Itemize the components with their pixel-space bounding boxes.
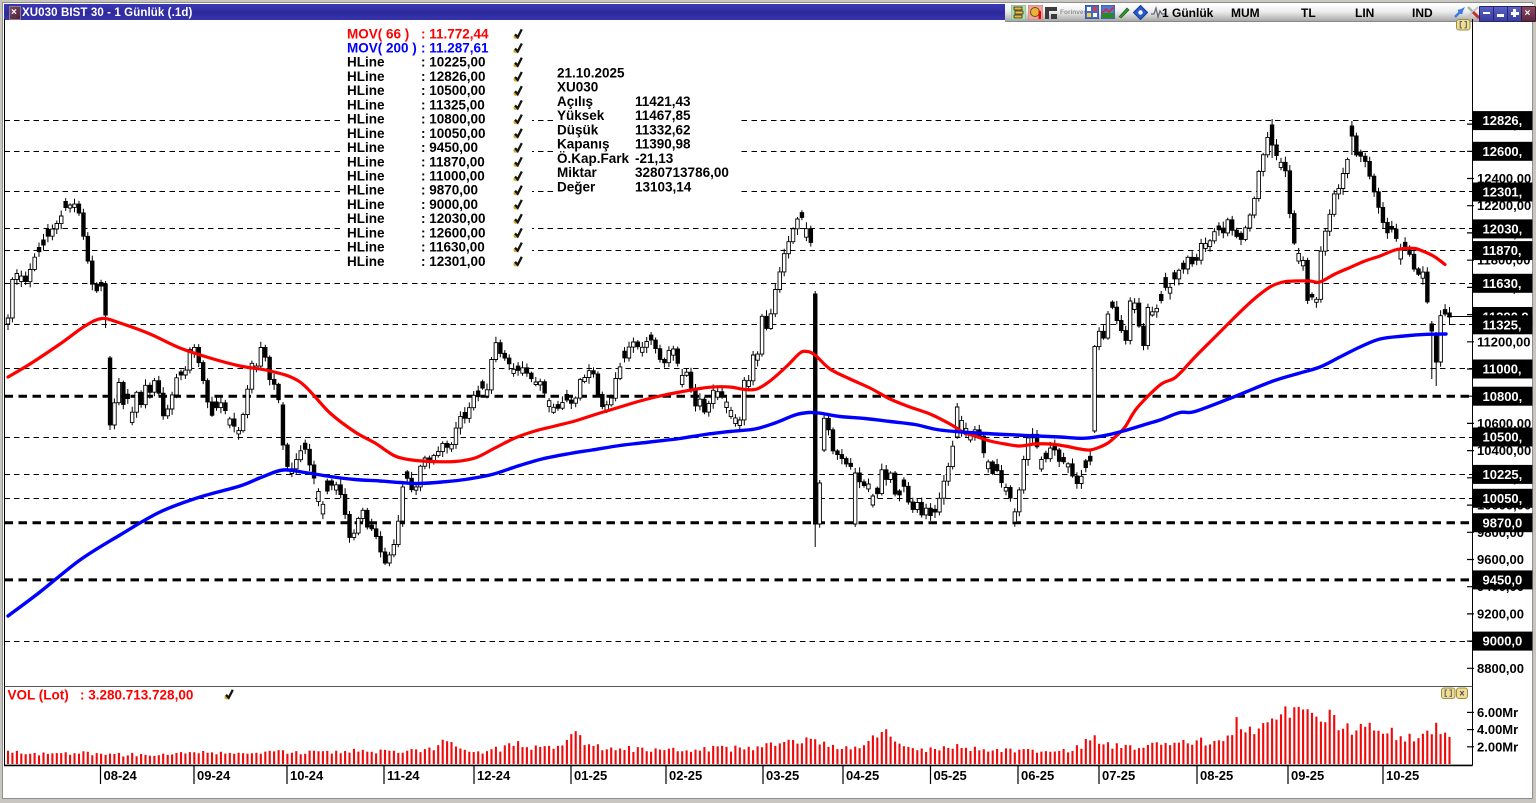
svg-text:11000,: 11000, [1483, 362, 1522, 377]
svg-text:12200,00: 12200,00 [1477, 198, 1531, 213]
svg-text:07-25: 07-25 [1102, 768, 1135, 783]
svg-text:HLine: HLine [347, 140, 385, 155]
svg-text:: 12826,00: : 12826,00 [421, 69, 486, 84]
svg-text:: 11.772,44: : 11.772,44 [421, 26, 489, 41]
svg-text:: 10500,00: : 10500,00 [421, 83, 486, 98]
svg-text:Yüksek: Yüksek [557, 108, 605, 123]
svg-text:: 11000,00: : 11000,00 [421, 169, 485, 184]
svg-text:MOV( 200 ): MOV( 200 ) [347, 41, 417, 56]
svg-text:-21,13: -21,13 [635, 151, 674, 166]
svg-text:Açılış: Açılış [557, 94, 593, 109]
svg-text:: 9450,00: : 9450,00 [421, 140, 478, 155]
svg-text:: 12301,00: : 12301,00 [421, 254, 486, 269]
svg-text:10500,: 10500, [1483, 430, 1523, 445]
svg-text:09-24: 09-24 [197, 768, 231, 783]
svg-text:: 12030,00: : 12030,00 [421, 211, 486, 226]
svg-text:HLine: HLine [347, 240, 385, 255]
svg-text:MOV( 66 ): MOV( 66 ) [347, 26, 409, 41]
svg-text:HLine: HLine [347, 211, 385, 226]
svg-text:: 10050,00: : 10050,00 [421, 126, 486, 141]
svg-text:: 11325,00: : 11325,00 [421, 97, 485, 112]
svg-text:9600,00: 9600,00 [1477, 552, 1524, 567]
svg-text:HLine: HLine [347, 112, 385, 127]
svg-text:09-25: 09-25 [1291, 768, 1324, 783]
svg-text:HLine: HLine [347, 154, 385, 169]
svg-text:HLine: HLine [347, 169, 385, 184]
svg-text:: 11.287,61: : 11.287,61 [421, 41, 489, 56]
svg-text:: 12600,00: : 12600,00 [421, 225, 486, 240]
svg-text:: 11870,00: : 11870,00 [421, 154, 485, 169]
svg-text:Ö.Kap.Fark: Ö.Kap.Fark [557, 151, 630, 166]
svg-text:03-25: 03-25 [766, 768, 799, 783]
svg-text:Kapanış: Kapanış [557, 137, 610, 152]
svg-text:Düşük: Düşük [557, 122, 599, 137]
svg-text:11332,62: 11332,62 [635, 122, 691, 137]
svg-text:HLine: HLine [347, 225, 385, 240]
svg-text:08-24: 08-24 [104, 768, 138, 783]
svg-text:08-25: 08-25 [1200, 768, 1233, 783]
svg-text:9450,0: 9450,0 [1483, 573, 1523, 588]
svg-text:05-25: 05-25 [934, 768, 967, 783]
svg-text:3280713786,00: 3280713786,00 [635, 165, 729, 180]
svg-text:HLine: HLine [347, 197, 385, 212]
svg-text:11467,85: 11467,85 [635, 108, 691, 123]
svg-text:01-25: 01-25 [574, 768, 607, 783]
svg-text:HLine: HLine [347, 126, 385, 141]
svg-text:6.00Mr: 6.00Mr [1477, 705, 1518, 720]
svg-text:2.00Mr: 2.00Mr [1477, 739, 1518, 754]
svg-text:11630,: 11630, [1483, 276, 1522, 291]
svg-text:21.10.2025: 21.10.2025 [557, 66, 625, 81]
svg-text:11325,: 11325, [1483, 317, 1522, 332]
svg-text:04-25: 04-25 [846, 768, 879, 783]
svg-text:VOL (Lot) : 3.280.713.728,00: VOL (Lot) : 3.280.713.728,00 [8, 688, 194, 703]
svg-text:9870,0: 9870,0 [1483, 515, 1523, 530]
svg-text:9200,00: 9200,00 [1477, 606, 1524, 621]
svg-text:11-24: 11-24 [387, 768, 420, 783]
svg-text:HLine: HLine [347, 55, 385, 70]
svg-text:HLine: HLine [347, 83, 385, 98]
svg-text:: 10225,00: : 10225,00 [421, 55, 486, 70]
svg-text:10-25: 10-25 [1386, 768, 1419, 783]
svg-text:13103,14: 13103,14 [635, 179, 692, 194]
svg-text:: 9000,00: : 9000,00 [421, 197, 478, 212]
svg-text:12-24: 12-24 [477, 768, 511, 783]
svg-text:HLine: HLine [347, 69, 385, 84]
svg-text:Miktar: Miktar [557, 165, 598, 180]
svg-text:10800,: 10800, [1483, 389, 1523, 404]
svg-text:10400,00: 10400,00 [1477, 443, 1531, 458]
svg-text:06-25: 06-25 [1021, 768, 1054, 783]
svg-text:11870,: 11870, [1483, 243, 1522, 258]
svg-text:XU030: XU030 [557, 80, 598, 95]
svg-text:12600,: 12600, [1483, 144, 1523, 159]
svg-text:Değer: Değer [557, 179, 596, 194]
svg-text:10225,: 10225, [1483, 467, 1523, 482]
svg-text:: 9870,00: : 9870,00 [421, 183, 478, 198]
svg-text:12400,00: 12400,00 [1477, 171, 1531, 186]
svg-text:11390,98: 11390,98 [635, 137, 691, 152]
svg-text:12301,: 12301, [1483, 185, 1523, 200]
svg-text:11421,43: 11421,43 [635, 94, 691, 109]
svg-text:9000,0: 9000,0 [1483, 634, 1523, 649]
svg-text:HLine: HLine [347, 183, 385, 198]
svg-text:4.00Mr: 4.00Mr [1477, 722, 1518, 737]
svg-text:12030,: 12030, [1483, 222, 1523, 237]
svg-text:10050,: 10050, [1483, 491, 1523, 506]
svg-text:: 10800,00: : 10800,00 [421, 112, 486, 127]
svg-text:HLine: HLine [347, 254, 385, 269]
svg-text:8800,00: 8800,00 [1477, 661, 1524, 676]
svg-text:10-24: 10-24 [290, 768, 324, 783]
svg-text:11200,00: 11200,00 [1477, 334, 1531, 349]
svg-text:10600,00: 10600,00 [1477, 416, 1531, 431]
svg-text:HLine: HLine [347, 97, 385, 112]
svg-text:12826,: 12826, [1483, 113, 1523, 128]
svg-text:: 11630,00: : 11630,00 [421, 240, 485, 255]
svg-text:02-25: 02-25 [669, 768, 702, 783]
